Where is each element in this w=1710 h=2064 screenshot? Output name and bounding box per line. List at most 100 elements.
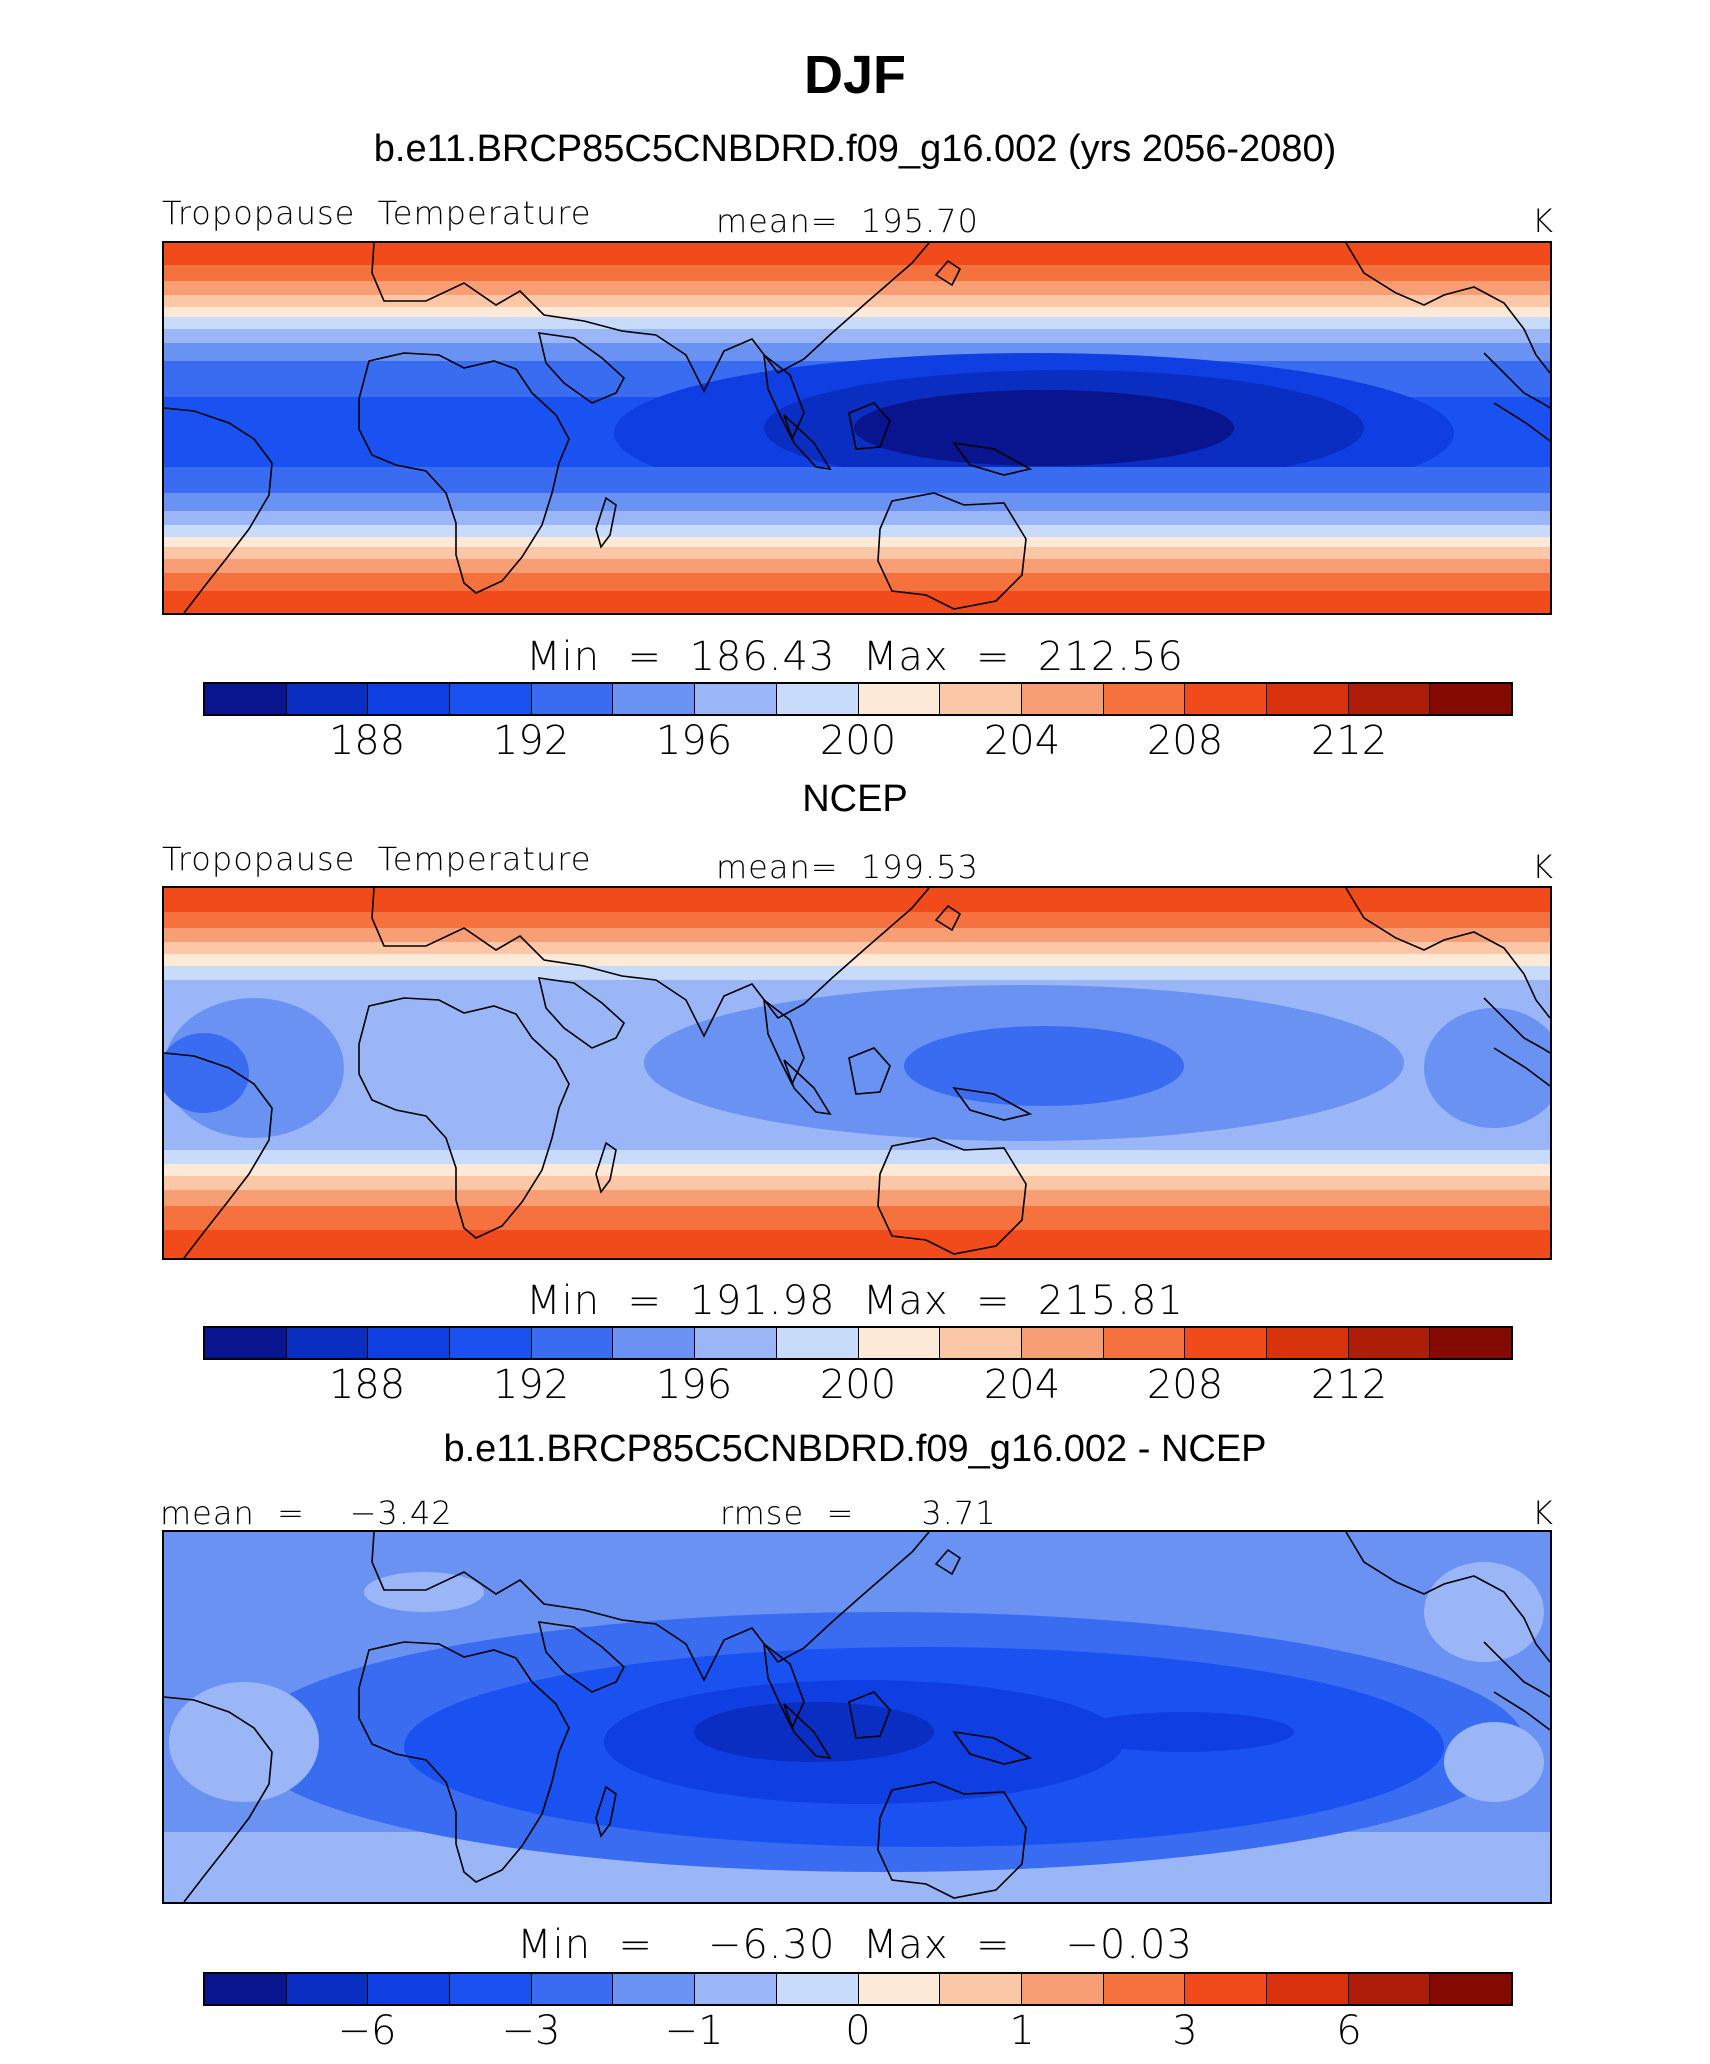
band (164, 928, 1550, 942)
band (164, 1164, 1550, 1176)
colorbar-tick-label: 204 (983, 1362, 1061, 1408)
panel-obs-minmax: Min = 191.98 Max = 215.81 (526, 1278, 1184, 1324)
band (164, 1033, 249, 1113)
band (164, 265, 1550, 281)
panel-model-contour-bands (164, 243, 1550, 613)
colorbar-swatch (695, 1328, 777, 1358)
coast-madagascar (595, 496, 617, 549)
band (164, 537, 1550, 547)
coast-southamerica-east (1493, 402, 1550, 442)
panel-diff-colorbar (203, 1972, 1513, 2006)
band (164, 295, 1550, 307)
colorbar-tick-label: 196 (655, 718, 733, 764)
band (364, 1572, 484, 1612)
band (164, 329, 1550, 343)
colorbar-tick-label: 192 (492, 718, 570, 764)
band (1074, 1712, 1294, 1752)
colorbar-swatch (1430, 684, 1511, 714)
band (164, 493, 1550, 511)
coast-northamerica (1345, 243, 1550, 374)
coast-eurasia-south (371, 243, 930, 393)
colorbar-tick-label: −6 (337, 2008, 397, 2054)
colorbar-swatch (1021, 1974, 1104, 2004)
colorbar-swatch (1348, 1974, 1431, 2004)
coast-africa (358, 997, 570, 1239)
colorbar-tick-label: 1 (1009, 2008, 1035, 2054)
colorbar-swatch (940, 1974, 1022, 2004)
colorbar-tick-label: 0 (845, 2008, 871, 2054)
colorbar-swatch (1266, 1328, 1349, 1358)
colorbar-tick-label: 188 (328, 1362, 406, 1408)
coast-southamerica (164, 407, 273, 613)
colorbar-swatch (286, 684, 369, 714)
colorbar-swatch (613, 684, 696, 714)
coast-eurasia-south (371, 888, 930, 1038)
coast-sumatra (783, 414, 832, 471)
colorbar-swatch (1348, 684, 1431, 714)
panel-model-colorbar (203, 682, 1513, 716)
panel-diff-minmax: Min = −6.30 Max = −0.03 (517, 1922, 1193, 1968)
colorbar-tick-label: −1 (664, 2008, 724, 2054)
colorbar-swatch (1185, 684, 1267, 714)
coast-southamerica-east (1493, 1691, 1550, 1731)
panel-model-units-label: K (1532, 202, 1554, 240)
panel-diff-coastlines (164, 1532, 1550, 1902)
colorbar-swatch (368, 1328, 451, 1358)
coast-eurasia-south (371, 1532, 930, 1682)
colorbar-swatch (205, 1328, 287, 1358)
coast-japan (934, 904, 962, 932)
coast-centralamerica (1483, 1641, 1550, 1698)
panel-diff-contour-bands (164, 1532, 1550, 1902)
coast-arabia (537, 332, 625, 404)
colorbar-swatch (858, 1328, 941, 1358)
band (164, 888, 1550, 912)
coast-borneo (848, 1047, 891, 1095)
colorbar-swatch (613, 1328, 696, 1358)
panel-diff-units-label: K (1532, 1494, 1554, 1532)
colorbar-swatch (1021, 684, 1104, 714)
band (164, 343, 1550, 361)
colorbar-tick-label: 208 (1146, 1362, 1224, 1408)
colorbar-swatch (205, 1974, 287, 2004)
band (1424, 1008, 1550, 1128)
colorbar-swatch (286, 1328, 369, 1358)
coast-japan (934, 259, 962, 287)
colorbar-swatch (776, 1328, 859, 1358)
colorbar-swatch (1266, 1974, 1349, 2004)
colorbar-swatch (1103, 1974, 1186, 2004)
panel-diff-case-title: b.e11.BRCP85C5CNBDRD.f09_g16.002 - NCEP (443, 1428, 1267, 1470)
colorbar-swatch (695, 684, 777, 714)
panel-obs-mean-label: mean= 199.53 (716, 848, 979, 886)
colorbar-tick-label: 212 (1310, 1362, 1388, 1408)
coast-northamerica (1345, 1532, 1550, 1663)
coast-centralamerica (1483, 997, 1550, 1054)
colorbar-swatch (940, 684, 1022, 714)
band (164, 954, 1550, 966)
panel-obs-colorbar (203, 1326, 1513, 1360)
colorbar-swatch (1103, 684, 1186, 714)
panel-model-minmax: Min = 186.43 Max = 212.56 (526, 634, 1184, 680)
colorbar-swatch (450, 1328, 532, 1358)
coast-africa (358, 352, 570, 594)
coast-centralamerica (1483, 352, 1550, 409)
band (164, 1150, 1550, 1164)
colorbar-swatch (368, 1974, 451, 2004)
colorbar-tick-label: 3 (1172, 2008, 1198, 2054)
band (164, 317, 1550, 329)
coast-madagascar (595, 1141, 617, 1194)
colorbar-swatch (286, 1974, 369, 2004)
coast-newguinea (952, 441, 1033, 476)
coast-australia (877, 1137, 1027, 1255)
colorbar-swatch (1266, 684, 1349, 714)
panel-obs-coastlines (164, 888, 1550, 1258)
panel-obs-units-label: K (1532, 848, 1554, 886)
coast-southamerica (164, 1052, 273, 1258)
panel-obs-map-svg (164, 888, 1550, 1258)
band (854, 390, 1234, 466)
band (164, 573, 1550, 591)
band (1444, 1722, 1544, 1802)
band (164, 591, 1550, 613)
band (164, 511, 1550, 525)
coast-newguinea (952, 1086, 1033, 1121)
band (164, 1230, 1550, 1258)
